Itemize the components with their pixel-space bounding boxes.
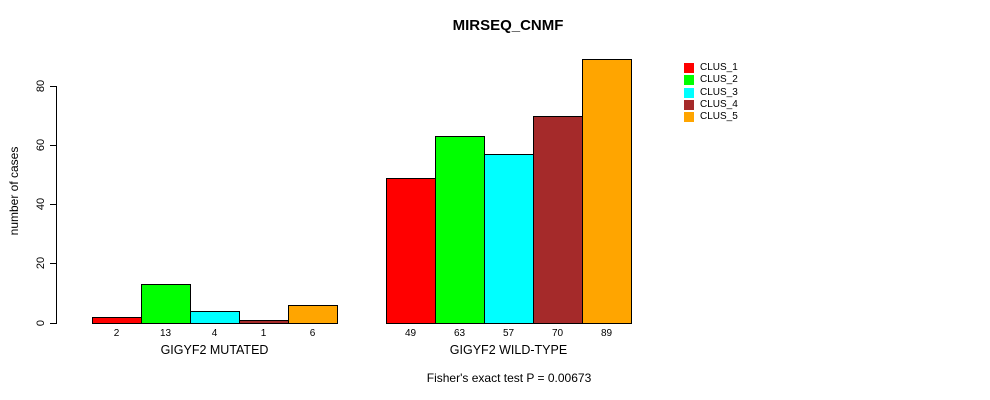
bar-clus_3-wildtype: [484, 153, 534, 324]
bar-clus_2-mutated: [141, 283, 191, 324]
y-tick-label: 60: [35, 138, 47, 151]
bar-clus_3-mutated: [190, 310, 240, 324]
legend: CLUS_1 CLUS_2 CLUS_3 CLUS_4 CLUS_5: [684, 62, 738, 123]
legend-swatch: [684, 87, 694, 98]
bar-value-label: 70: [551, 328, 564, 339]
legend-item-clus_1: CLUS_1: [684, 62, 738, 74]
y-tick-mark: [50, 263, 56, 265]
legend-label: CLUS_3: [700, 86, 738, 98]
bar-clus_5-wildtype: [582, 58, 632, 324]
bar-clus_4-mutated: [239, 319, 289, 324]
legend-swatch: [684, 112, 694, 123]
bar-value-label: 49: [404, 328, 417, 339]
bar-clus_2-wildtype: [435, 135, 485, 324]
bar-value-label: 89: [600, 328, 613, 339]
y-tick-mark: [50, 144, 56, 146]
y-tick-label: 80: [35, 79, 47, 92]
bar-value-label: 57: [502, 328, 515, 339]
legend-item-clus_4: CLUS_4: [684, 99, 738, 111]
legend-item-clus_3: CLUS_3: [684, 87, 738, 99]
bar-clus_1-mutated: [92, 316, 142, 324]
legend-item-clus_5: CLUS_5: [684, 111, 738, 123]
legend-item-clus_2: CLUS_2: [684, 74, 738, 86]
legend-label: CLUS_4: [700, 99, 738, 111]
bar-value-label: 6: [309, 328, 316, 339]
y-tick-label: 0: [35, 319, 47, 326]
bar-value-label: 63: [453, 328, 466, 339]
bar-value-label: 13: [159, 328, 172, 339]
bar-value-label: 2: [113, 328, 120, 339]
y-tick-label: 20: [35, 257, 47, 270]
legend-swatch: [684, 75, 694, 86]
y-axis-line: [56, 85, 57, 324]
legend-swatch: [684, 100, 694, 111]
bar-value-label: 4: [211, 328, 218, 339]
bar-clus_5-mutated: [288, 304, 338, 324]
bar-clus_1-wildtype: [386, 177, 436, 324]
category-label: GIGYF2 WILD-TYPE: [449, 343, 568, 357]
chart-title: MIRSEQ_CNMF: [452, 17, 564, 34]
legend-label: CLUS_2: [700, 74, 738, 86]
bar-value-label: 1: [260, 328, 267, 339]
legend-label: CLUS_5: [700, 111, 738, 123]
legend-label: CLUS_1: [700, 62, 738, 74]
y-tick-mark: [50, 322, 56, 324]
legend-swatch: [684, 63, 694, 74]
bar-clus_4-wildtype: [533, 115, 583, 324]
y-tick-label: 40: [35, 197, 47, 211]
y-tick-mark: [50, 85, 56, 87]
category-label: GIGYF2 MUTATED: [160, 343, 269, 357]
fisher-test-caption: Fisher's exact test P = 0.00673: [426, 371, 592, 385]
y-tick-mark: [50, 204, 56, 205]
y-axis-label: number of cases: [7, 146, 21, 236]
